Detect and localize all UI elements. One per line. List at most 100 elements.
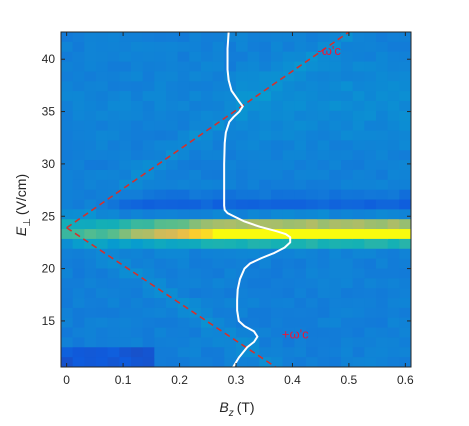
heatmap-cell <box>352 229 365 240</box>
heatmap-cell <box>131 298 144 309</box>
heatmap-cell <box>306 81 319 92</box>
heatmap-cell <box>72 100 85 112</box>
heatmap-cell <box>177 110 190 122</box>
heatmap-cell <box>142 169 155 181</box>
axes: 0 0.1 0.2 0.3 0.4 0.5 0.6 15 20 25 30 35 40 <box>42 31 414 387</box>
heatmap-cell <box>212 298 225 309</box>
heatmap-cell <box>294 337 307 348</box>
heatmap-cell <box>142 71 155 82</box>
heatmap-cell <box>142 110 155 122</box>
heatmap-cell <box>107 357 120 367</box>
heatmap-cell <box>247 258 260 270</box>
heatmap-cell <box>224 91 237 102</box>
heatmap-cell <box>201 298 214 309</box>
heatmap-cell <box>166 81 179 92</box>
heatmap-cell <box>224 307 237 319</box>
heatmap-cell <box>84 71 97 82</box>
heatmap-cell <box>72 199 85 210</box>
heatmap-cell <box>352 337 365 348</box>
heatmap-cell <box>84 229 97 240</box>
heatmap-cell <box>107 179 120 191</box>
heatmap-cell <box>352 248 365 260</box>
heatmap-cell <box>282 288 295 299</box>
heatmap-cell <box>119 298 132 309</box>
heatmap-cell <box>387 268 400 279</box>
heatmap-cell <box>142 150 155 161</box>
heatmap-cell <box>329 347 342 358</box>
heatmap-cell <box>329 110 342 122</box>
heatmap-cell <box>247 238 260 250</box>
heatmap-cell <box>212 169 225 181</box>
heatmap-cell <box>131 71 144 82</box>
heatmap-cell <box>399 209 411 220</box>
heatmap-cell <box>271 179 284 191</box>
heatmap-cell <box>387 120 400 132</box>
heatmap-cell <box>329 81 342 92</box>
heatmap-cell <box>189 100 202 112</box>
heatmap-cell <box>376 238 389 250</box>
x-tick-label: 0.3 <box>228 373 245 387</box>
heatmap-cell <box>329 238 342 250</box>
heatmap-cell <box>72 140 85 151</box>
heatmap-cell <box>364 199 377 210</box>
heatmap-cell <box>177 100 190 112</box>
heatmap-cell <box>166 219 179 230</box>
heatmap-cell <box>131 169 144 181</box>
heatmap-cell <box>294 110 307 122</box>
heatmap-cell <box>131 81 144 92</box>
heatmap-cell <box>271 238 284 250</box>
heatmap-cell <box>399 288 411 299</box>
heatmap-cell <box>84 120 97 132</box>
heatmap-cell <box>259 248 272 260</box>
heatmap-cell <box>341 120 354 132</box>
heatmap-cell <box>271 229 284 240</box>
heatmap-cell <box>387 110 400 122</box>
heatmap-cell <box>317 307 330 319</box>
heatmap-cell <box>329 307 342 319</box>
heatmap-cell <box>154 357 167 367</box>
heatmap-cell <box>107 41 120 53</box>
heatmap-cell <box>271 199 284 210</box>
heatmap-cell <box>107 219 120 230</box>
heatmap-cell <box>306 150 319 161</box>
heatmap-cell <box>201 238 214 250</box>
heatmap-cell <box>96 189 109 201</box>
heatmap-cell <box>247 307 260 319</box>
heatmap-cell <box>271 357 284 367</box>
heatmap-cell <box>294 120 307 132</box>
heatmap-cell <box>177 327 190 339</box>
heatmap-cell <box>119 91 132 102</box>
heatmap-cell <box>364 51 377 63</box>
heatmap-cell <box>142 81 155 92</box>
heatmap-cell <box>376 61 389 73</box>
heatmap-cell <box>329 229 342 240</box>
heatmap-cell <box>282 199 295 210</box>
heatmap-cell <box>154 317 167 329</box>
heatmap-cell <box>282 110 295 122</box>
heatmap-cell <box>166 71 179 82</box>
heatmap-cell <box>201 278 214 289</box>
heatmap-cell <box>224 317 237 329</box>
heatmap-cell <box>201 199 214 210</box>
heatmap-cell <box>131 219 144 230</box>
heatmap-cell <box>329 189 342 201</box>
heatmap-cell <box>236 248 249 260</box>
heatmap-cell <box>306 248 319 260</box>
heatmap-cell <box>166 179 179 191</box>
heatmap-cell <box>224 110 237 122</box>
heatmap-cell <box>224 130 237 141</box>
heatmap-cell <box>72 219 85 230</box>
heatmap-cell <box>376 268 389 279</box>
heatmap-cell <box>271 258 284 270</box>
heatmap-cell <box>294 81 307 92</box>
heatmap-cell <box>201 179 214 191</box>
heatmap-cell <box>259 32 272 43</box>
heatmap-cell <box>142 209 155 220</box>
heatmap-cell <box>166 91 179 102</box>
heatmap-cell <box>399 150 411 161</box>
heatmap-cell <box>294 278 307 289</box>
heatmap-cell <box>329 258 342 270</box>
heatmap-cell <box>96 288 109 299</box>
y-tick-label: 20 <box>42 262 56 276</box>
heatmap-cell <box>306 298 319 309</box>
